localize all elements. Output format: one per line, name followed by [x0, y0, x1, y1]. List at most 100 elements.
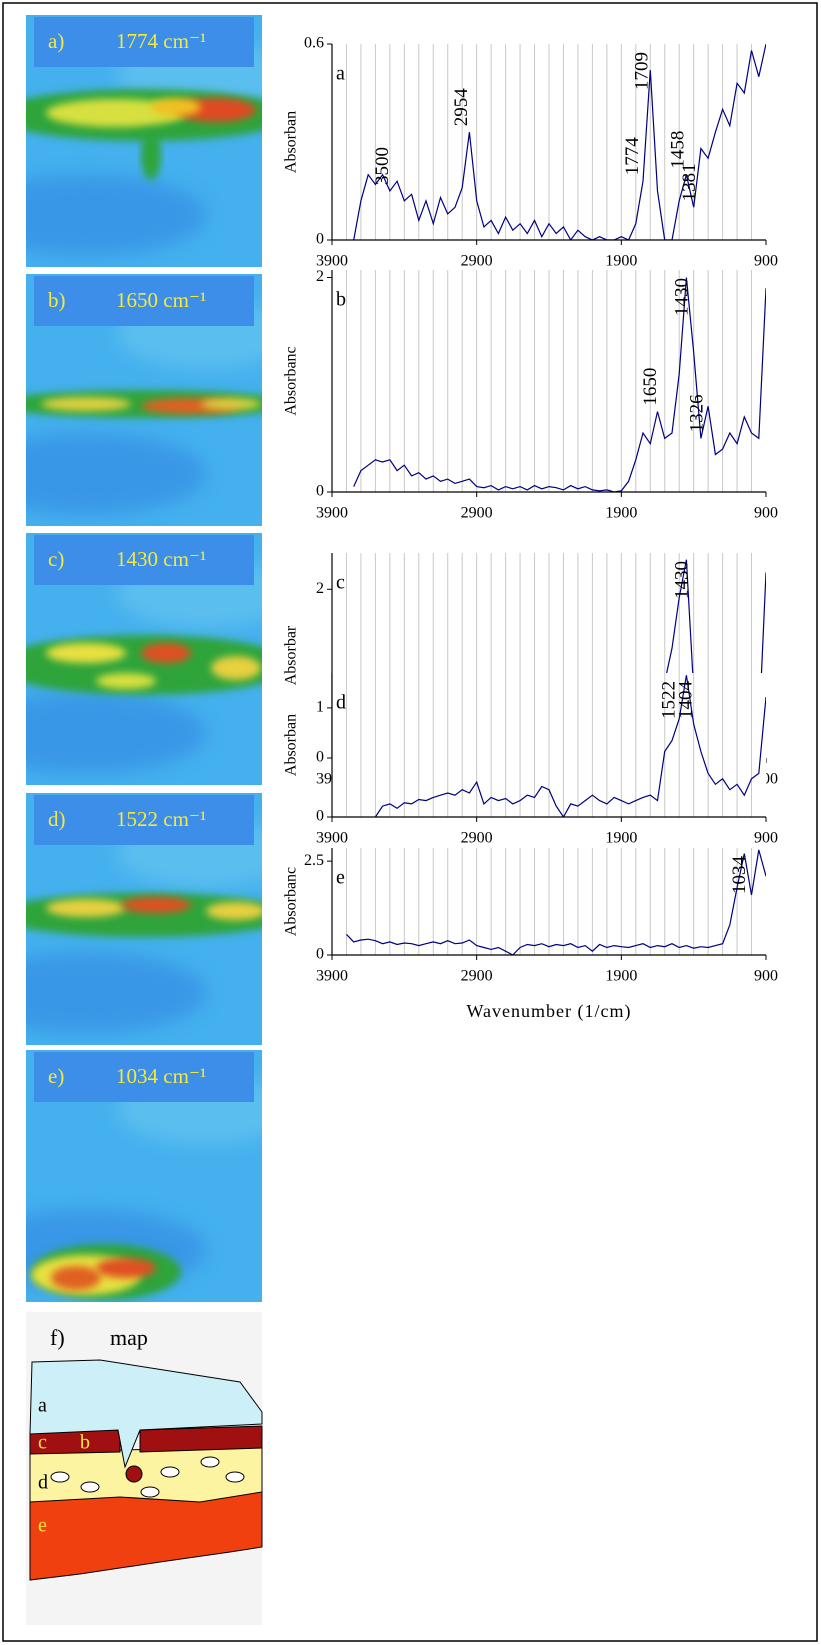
map-inclusion [50, 1471, 70, 1483]
y-tick-label: 2 [316, 268, 324, 285]
image-feature [41, 397, 131, 411]
y-tick-label: 0 [316, 946, 324, 963]
image-feature [96, 673, 156, 689]
y-tick-label: 0 [316, 749, 324, 766]
y-tick-label: 2.5 [304, 852, 324, 869]
peak-label: 1709 [631, 52, 652, 90]
x-tick-label: 1900 [605, 505, 637, 522]
image-body [26, 1050, 262, 1302]
image-feature [46, 99, 186, 127]
image-feature [211, 656, 261, 680]
map-region-label: e [38, 1515, 47, 1537]
map-inclusion [225, 1471, 245, 1483]
panel-letter: d [336, 692, 346, 714]
image-feature [51, 1266, 101, 1290]
map-inclusion [200, 1456, 220, 1468]
image-label: e) [48, 1064, 64, 1088]
image-feature [206, 902, 262, 920]
peak-label: 2954 [451, 88, 472, 127]
map-title: map [110, 1325, 148, 1350]
peak-label: 1326 [687, 394, 708, 432]
map-inclusion [80, 1481, 100, 1493]
peak-label: 1404 [675, 681, 696, 720]
panel-letter: c [336, 572, 345, 594]
y-axis-title: Absorban [283, 714, 300, 776]
x-tick-label: 1900 [605, 253, 637, 270]
image-feature [151, 98, 201, 116]
image-feature [121, 897, 191, 913]
image-band: 1034 cm⁻¹ [116, 1064, 206, 1088]
image-feature [141, 643, 191, 663]
image-shade [26, 434, 206, 514]
image-feature [141, 130, 161, 180]
peak-label: 3500 [372, 147, 393, 185]
peak-label: 1430 [672, 561, 693, 599]
x-tick-label: 3900 [316, 505, 348, 522]
peak-label: 1774 [622, 137, 643, 176]
map-region-label: c [38, 1432, 47, 1454]
peak-label: 1522 [658, 681, 679, 719]
x-tick-label: 900 [754, 253, 778, 270]
image-body [26, 533, 262, 785]
x-tick-label: 2900 [461, 968, 493, 985]
image-feature [46, 899, 126, 917]
map-inclusion [140, 1486, 160, 1498]
x-tick-label: 2900 [461, 505, 493, 522]
peak-label: 1381 [679, 163, 700, 201]
image-body [26, 15, 262, 267]
map-dot [125, 1465, 143, 1483]
panel-letter: a [336, 63, 345, 85]
x-tick-label: 2900 [461, 253, 493, 270]
map-layer-a [29, 1359, 263, 1469]
x-tick-label: 1900 [605, 830, 637, 847]
y-tick-label: 2 [316, 580, 324, 597]
image-label-box [34, 535, 254, 585]
image-feature [201, 398, 261, 410]
image-label: a) [48, 29, 64, 53]
map-layer-e [29, 1486, 263, 1581]
image-label-box [34, 795, 254, 845]
map-label: f) [50, 1325, 65, 1350]
peak-label: 1650 [640, 368, 661, 406]
x-tick-label: 900 [754, 505, 778, 522]
y-tick-label: 0.6 [304, 35, 324, 52]
image-band: 1774 cm⁻¹ [116, 29, 206, 53]
image-body [26, 274, 262, 526]
panel-letter: b [336, 289, 346, 311]
image-band: 1430 cm⁻¹ [116, 547, 206, 571]
x-tick-label: 2900 [461, 830, 493, 847]
x-tick-label: 1900 [605, 968, 637, 985]
ir-image: a) 1774 cm⁻¹ [26, 15, 262, 267]
spectrum-line [353, 277, 766, 492]
y-tick-label: 1 [316, 699, 324, 716]
image-feature [96, 1258, 156, 1278]
spectrum-line [346, 849, 766, 955]
ir-image: d) 1522 cm⁻¹ [26, 793, 262, 1045]
x-tick-label: 3900 [316, 830, 348, 847]
map-inclusion [160, 1466, 180, 1478]
image-label: c) [48, 547, 64, 571]
x-axis-title: Wavenumber (1/cm) [467, 1001, 632, 1022]
ir-image: c) 1430 cm⁻¹ [26, 533, 262, 785]
peak-label: 1430 [672, 278, 693, 316]
y-tick-label: 0 [316, 483, 324, 500]
image-label-box [34, 1052, 254, 1102]
x-tick-label: 3900 [316, 253, 348, 270]
y-tick-label: 0 [316, 808, 324, 825]
x-tick-label: 3900 [316, 968, 348, 985]
image-shade [26, 175, 206, 255]
y-tick-label: 0 [316, 231, 324, 248]
map-region-label: b [80, 1432, 90, 1454]
spectrum-line [353, 44, 766, 240]
x-tick-label: 900 [754, 830, 778, 847]
panel-letter: e [336, 867, 345, 889]
image-band: 1522 cm⁻¹ [116, 807, 206, 831]
y-axis-title: Absorban [283, 111, 300, 173]
image-feature [46, 643, 126, 663]
ir-image: b) 1650 cm⁻¹ [26, 274, 262, 526]
map-region-label: d [38, 1472, 48, 1494]
image-body [26, 793, 262, 1045]
